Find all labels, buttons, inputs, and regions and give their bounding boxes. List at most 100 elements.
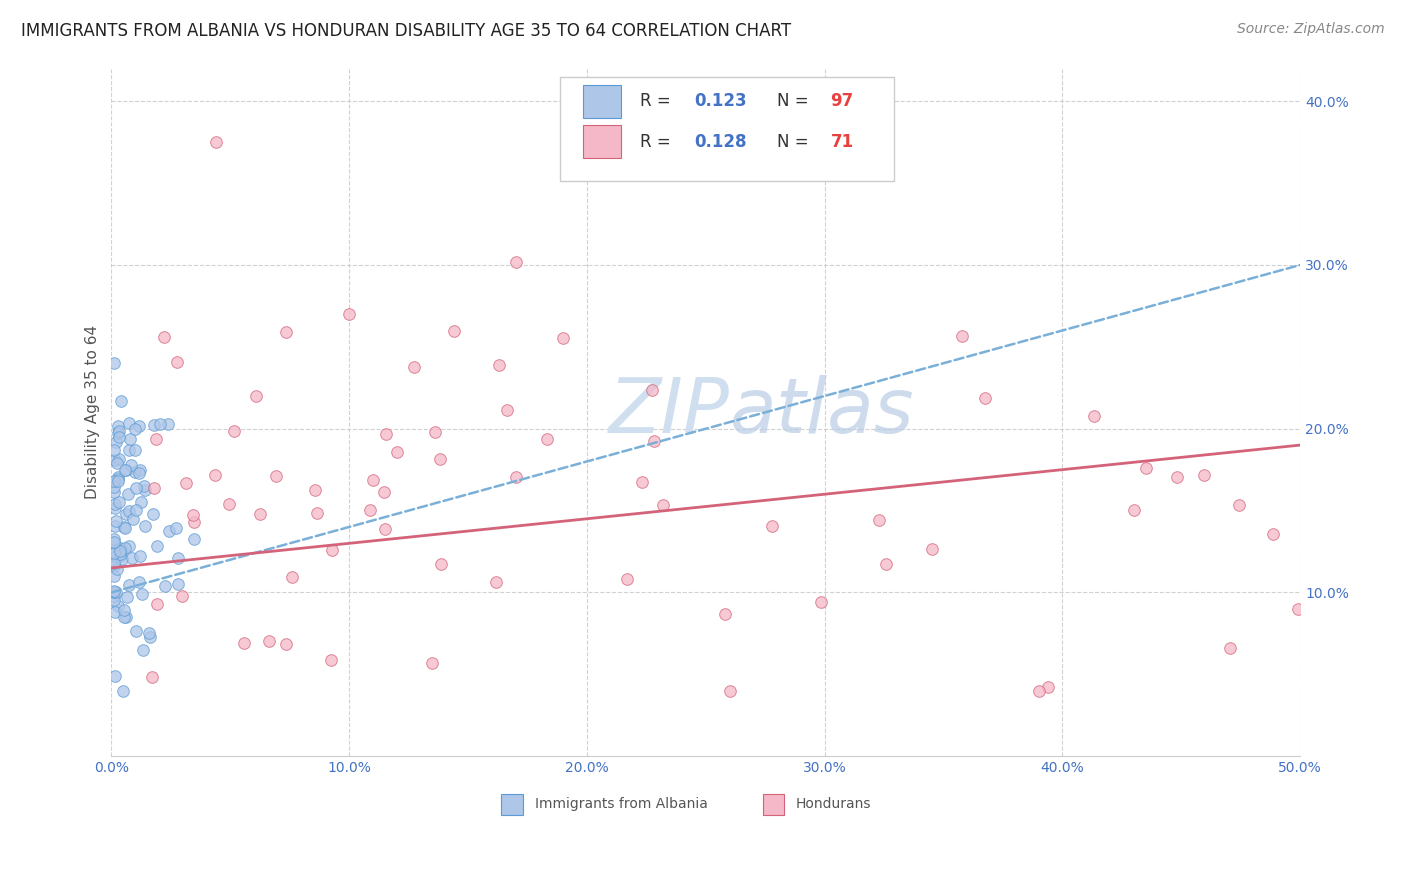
Point bbox=[1192, 467, 1215, 482]
Point bbox=[274, 325, 297, 339]
Point bbox=[274, 637, 297, 651]
Point bbox=[125, 503, 148, 517]
Point bbox=[1083, 409, 1105, 424]
Text: IMMIGRANTS FROM ALBANIA VS HONDURAN DISABILITY AGE 35 TO 64 CORRELATION CHART: IMMIGRANTS FROM ALBANIA VS HONDURAN DISA… bbox=[21, 22, 792, 40]
Point bbox=[118, 417, 141, 431]
FancyBboxPatch shape bbox=[560, 77, 894, 180]
Point bbox=[128, 419, 150, 434]
Point bbox=[118, 504, 141, 518]
Point bbox=[425, 425, 447, 440]
Text: 71: 71 bbox=[831, 133, 853, 151]
Point bbox=[103, 583, 125, 598]
Point bbox=[114, 541, 136, 556]
Point bbox=[868, 513, 890, 527]
Point bbox=[1166, 470, 1188, 484]
Point bbox=[146, 539, 169, 553]
Point bbox=[112, 519, 135, 533]
Point bbox=[718, 683, 741, 698]
Point bbox=[373, 485, 395, 500]
Point bbox=[105, 562, 128, 576]
Point bbox=[104, 585, 127, 599]
Point bbox=[551, 331, 574, 345]
Point bbox=[616, 572, 638, 586]
Point bbox=[114, 507, 136, 521]
Point bbox=[1036, 681, 1059, 695]
Point bbox=[536, 432, 558, 446]
Point bbox=[496, 402, 519, 417]
Point bbox=[103, 547, 125, 561]
Point bbox=[1288, 601, 1310, 615]
Point bbox=[104, 453, 127, 467]
Point bbox=[107, 495, 129, 509]
Point bbox=[402, 359, 425, 374]
Text: N =: N = bbox=[778, 92, 814, 110]
Point bbox=[103, 568, 125, 582]
Point bbox=[652, 498, 675, 512]
Point bbox=[950, 329, 973, 343]
Point bbox=[104, 669, 127, 683]
Point bbox=[118, 443, 141, 458]
Point bbox=[103, 535, 125, 549]
Point bbox=[505, 469, 527, 483]
Point bbox=[630, 475, 652, 489]
Point bbox=[429, 451, 451, 466]
Point bbox=[145, 432, 167, 446]
Point bbox=[103, 546, 125, 560]
Point bbox=[125, 481, 148, 495]
Text: ZIP: ZIP bbox=[609, 376, 730, 450]
Point bbox=[232, 636, 254, 650]
Point bbox=[222, 424, 245, 438]
Point bbox=[134, 519, 156, 533]
Point bbox=[337, 307, 360, 321]
Point bbox=[387, 445, 409, 459]
Text: 0.128: 0.128 bbox=[693, 133, 747, 151]
Point bbox=[112, 603, 135, 617]
Point bbox=[257, 633, 280, 648]
Point bbox=[103, 484, 125, 499]
Point bbox=[118, 432, 141, 446]
Point bbox=[375, 426, 398, 441]
Point bbox=[114, 520, 136, 534]
Text: 0.123: 0.123 bbox=[693, 92, 747, 110]
Point bbox=[107, 418, 129, 433]
Point bbox=[430, 557, 453, 571]
Point bbox=[183, 508, 205, 522]
Point bbox=[149, 417, 172, 432]
Point bbox=[714, 607, 737, 621]
Text: R =: R = bbox=[640, 92, 676, 110]
Point bbox=[103, 590, 125, 604]
Point bbox=[103, 535, 125, 549]
Point bbox=[107, 470, 129, 484]
Point bbox=[112, 609, 135, 624]
Point bbox=[103, 356, 125, 370]
Point bbox=[125, 624, 148, 639]
Point bbox=[1263, 527, 1285, 541]
Point bbox=[761, 519, 783, 533]
Point bbox=[245, 389, 267, 403]
Point bbox=[107, 599, 129, 613]
Point bbox=[103, 593, 125, 607]
Point bbox=[264, 468, 287, 483]
Point bbox=[118, 539, 141, 553]
Point bbox=[1123, 503, 1146, 517]
Point bbox=[108, 430, 131, 444]
Text: 97: 97 bbox=[831, 92, 853, 110]
FancyBboxPatch shape bbox=[583, 126, 621, 159]
Point bbox=[103, 559, 125, 574]
Point bbox=[321, 542, 343, 557]
Point bbox=[104, 549, 127, 563]
Point bbox=[143, 417, 166, 432]
Point bbox=[166, 577, 188, 591]
Point bbox=[122, 512, 145, 526]
Point bbox=[104, 514, 127, 528]
Point bbox=[134, 483, 156, 497]
Point bbox=[128, 575, 150, 590]
Point bbox=[170, 589, 193, 603]
Point bbox=[166, 355, 188, 369]
Point bbox=[141, 670, 163, 684]
Point bbox=[115, 610, 138, 624]
Point bbox=[121, 551, 143, 566]
Point bbox=[131, 587, 153, 601]
Point bbox=[174, 475, 197, 490]
FancyBboxPatch shape bbox=[763, 794, 785, 814]
